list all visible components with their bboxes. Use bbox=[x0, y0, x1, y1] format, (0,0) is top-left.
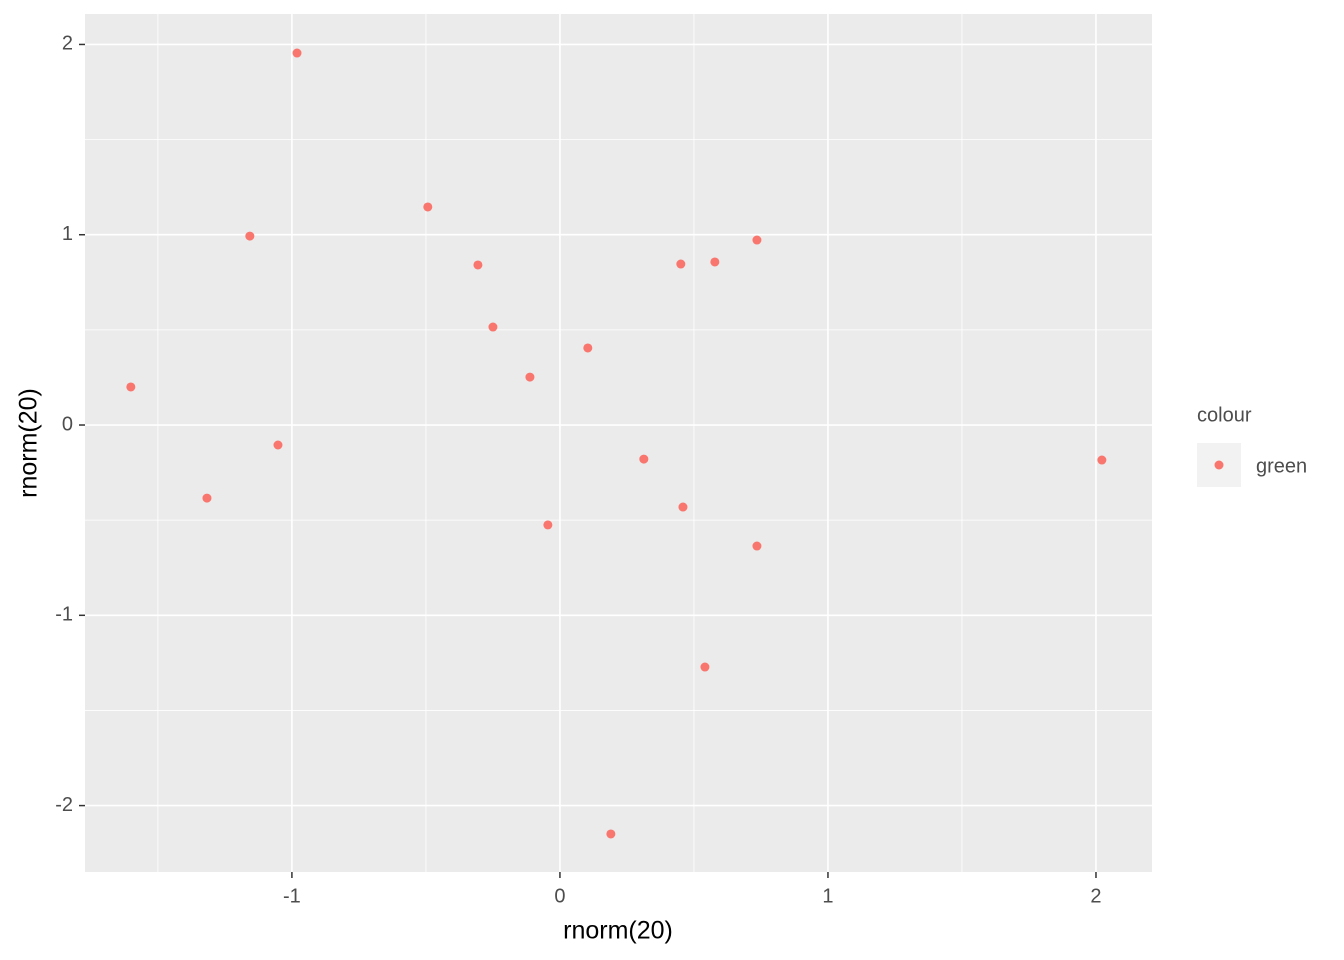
y-tick-label: -2 bbox=[55, 794, 73, 816]
point bbox=[639, 454, 649, 464]
point bbox=[126, 382, 136, 392]
point bbox=[678, 502, 688, 512]
point bbox=[273, 440, 283, 450]
legend-label: green bbox=[1256, 455, 1307, 477]
point bbox=[423, 202, 433, 212]
point bbox=[752, 235, 762, 245]
point bbox=[583, 343, 593, 353]
point bbox=[700, 662, 710, 672]
point bbox=[525, 372, 535, 382]
point bbox=[752, 541, 762, 551]
point bbox=[606, 829, 616, 839]
point bbox=[710, 257, 720, 267]
x-tick-label: 2 bbox=[1090, 885, 1101, 907]
y-tick-label: -1 bbox=[55, 604, 73, 626]
y-tick-label: 1 bbox=[62, 223, 73, 245]
point bbox=[543, 520, 553, 530]
point bbox=[292, 48, 302, 58]
point bbox=[676, 259, 686, 269]
x-tick-label: 1 bbox=[822, 885, 833, 907]
legend-marker bbox=[1214, 460, 1224, 470]
panel-background bbox=[85, 14, 1152, 872]
point bbox=[1097, 455, 1107, 465]
x-axis-title: rnorm(20) bbox=[563, 917, 673, 945]
x-tick-label: 0 bbox=[554, 885, 565, 907]
y-axis-title: rnorm(20) bbox=[15, 388, 43, 498]
point bbox=[488, 322, 498, 332]
legend-title: colour bbox=[1197, 404, 1252, 426]
point bbox=[473, 260, 483, 270]
point bbox=[245, 231, 255, 241]
y-tick-label: 0 bbox=[62, 413, 73, 435]
point bbox=[202, 493, 212, 503]
x-tick-label: -1 bbox=[283, 885, 301, 907]
y-tick-label: 2 bbox=[62, 33, 73, 55]
